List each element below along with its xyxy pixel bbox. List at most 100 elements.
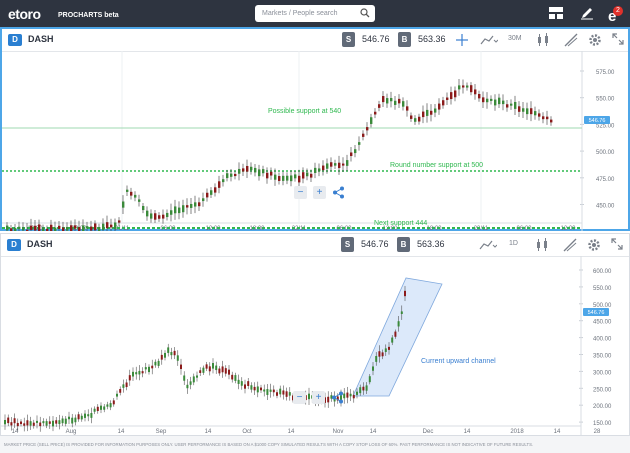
x-tick-label: 14: [12, 429, 19, 435]
expand-icon[interactable]: [612, 33, 624, 45]
layout-icon[interactable]: [548, 6, 564, 20]
candle-body: [282, 175, 285, 181]
candle-body: [228, 369, 230, 375]
candle-body: [160, 354, 163, 360]
candle-body: [151, 365, 154, 369]
timeframe-select[interactable]: 1D: [509, 240, 518, 247]
gear-icon[interactable]: [587, 238, 601, 252]
chart-zoom-controls: − +: [294, 186, 345, 199]
candle-body: [118, 220, 121, 223]
candle-body: [74, 417, 77, 423]
candle-body: [48, 421, 51, 424]
share-icon[interactable]: [331, 391, 344, 404]
candle-body: [36, 420, 38, 423]
annotation-support-500: Round number support at 500: [390, 162, 483, 169]
candle-body: [382, 96, 385, 103]
candle-body: [166, 212, 169, 218]
zoom-out-button[interactable]: −: [294, 186, 307, 199]
candle-body: [194, 202, 197, 207]
candle-body: [90, 226, 93, 231]
zoom-in-button[interactable]: +: [313, 186, 326, 199]
y-tick-label: 500.00: [596, 150, 615, 156]
candles-icon[interactable]: [536, 33, 552, 47]
candle-body: [375, 356, 378, 362]
candle-body: [13, 418, 16, 424]
x-tick-label: 14: [554, 429, 561, 435]
x-tick-label: 14: [288, 429, 295, 435]
candle-body: [426, 109, 429, 116]
candle-body: [199, 370, 202, 373]
x-tick-label: 23/11: [474, 226, 489, 231]
notifications-button[interactable]: e 2: [606, 3, 628, 25]
y-tick-label: 475.00: [596, 177, 615, 183]
price-chart-1d[interactable]: 600.00 550.00 500.00 450.00 400.00 350.00 300.…: [1, 256, 629, 436]
candle-body: [46, 228, 49, 231]
candle-body: [442, 100, 445, 106]
candle-body: [394, 331, 397, 337]
candle-body: [310, 173, 313, 178]
candle-body: [180, 364, 182, 370]
gear-icon[interactable]: [588, 33, 602, 47]
x-tick-label: Sep: [156, 429, 167, 435]
candle-body: [202, 198, 205, 202]
sell-button[interactable]: S: [342, 32, 355, 47]
candle-body: [358, 142, 361, 145]
candle-body: [372, 366, 374, 371]
chart-type-icon[interactable]: [479, 238, 497, 252]
candle-body: [240, 381, 243, 386]
y-tick-label: 575.00: [596, 70, 615, 76]
candle-body: [342, 163, 345, 166]
drawing-tools-icon[interactable]: [564, 33, 578, 47]
zoom-in-button[interactable]: +: [312, 391, 325, 404]
chart-panel-1d[interactable]: D DASH S 546.76 B 563.36 1D 600.00 550.00…: [0, 233, 630, 436]
candle-body: [330, 162, 333, 167]
candle-body: [210, 190, 213, 195]
candle-body: [6, 225, 9, 231]
candle-body: [94, 223, 97, 231]
candle-body: [142, 205, 145, 211]
candle-body: [183, 375, 186, 381]
candle-body: [430, 110, 433, 115]
pencil-icon[interactable]: [580, 6, 594, 20]
drawing-tools-icon[interactable]: [563, 238, 577, 252]
candle-body: [366, 127, 369, 131]
price-chart-30m[interactable]: 575.00 550.00 525.00 500.00 475.00 450.00 12:0…: [2, 51, 628, 231]
crosshair-icon[interactable]: [455, 33, 469, 47]
candle-body: [20, 421, 22, 425]
current-price-label: 546.76: [588, 310, 605, 316]
candle-body: [490, 98, 493, 101]
candle-body: [54, 227, 57, 231]
candle-body: [506, 104, 509, 108]
buy-button[interactable]: B: [397, 237, 410, 252]
candle-body: [218, 181, 221, 188]
candle-body: [285, 391, 288, 397]
candles-icon[interactable]: [535, 238, 551, 252]
candle-body: [66, 226, 69, 231]
candle-body: [77, 414, 80, 420]
candle-body: [146, 210, 149, 217]
buy-button[interactable]: B: [398, 32, 411, 47]
candle-body: [114, 222, 117, 229]
expand-icon[interactable]: [611, 238, 623, 250]
candle-body: [378, 104, 381, 108]
candle-body: [286, 175, 289, 181]
candle-body: [22, 227, 25, 231]
candle-body: [263, 389, 266, 392]
chart-type-icon[interactable]: [480, 33, 498, 47]
share-icon[interactable]: [332, 186, 345, 199]
etoro-logo[interactable]: etoro: [8, 6, 41, 22]
timeframe-select[interactable]: 30M: [508, 35, 522, 42]
zoom-out-button[interactable]: −: [293, 391, 306, 404]
candle-body: [178, 207, 181, 214]
candle-body: [514, 101, 517, 109]
y-tick-label: 300.00: [593, 370, 612, 376]
candle-body: [250, 385, 253, 390]
candle-body: [266, 172, 269, 179]
search-icon[interactable]: [360, 8, 370, 18]
chart-panel-30m[interactable]: D DASH S 546.76 B 563.36 30M 575.00 550.0…: [0, 27, 630, 231]
candle-body: [391, 337, 394, 343]
sell-button[interactable]: S: [341, 237, 354, 252]
candle-body: [212, 363, 214, 369]
candle-body: [196, 375, 198, 378]
search-input[interactable]: Markets / People search: [255, 5, 375, 22]
